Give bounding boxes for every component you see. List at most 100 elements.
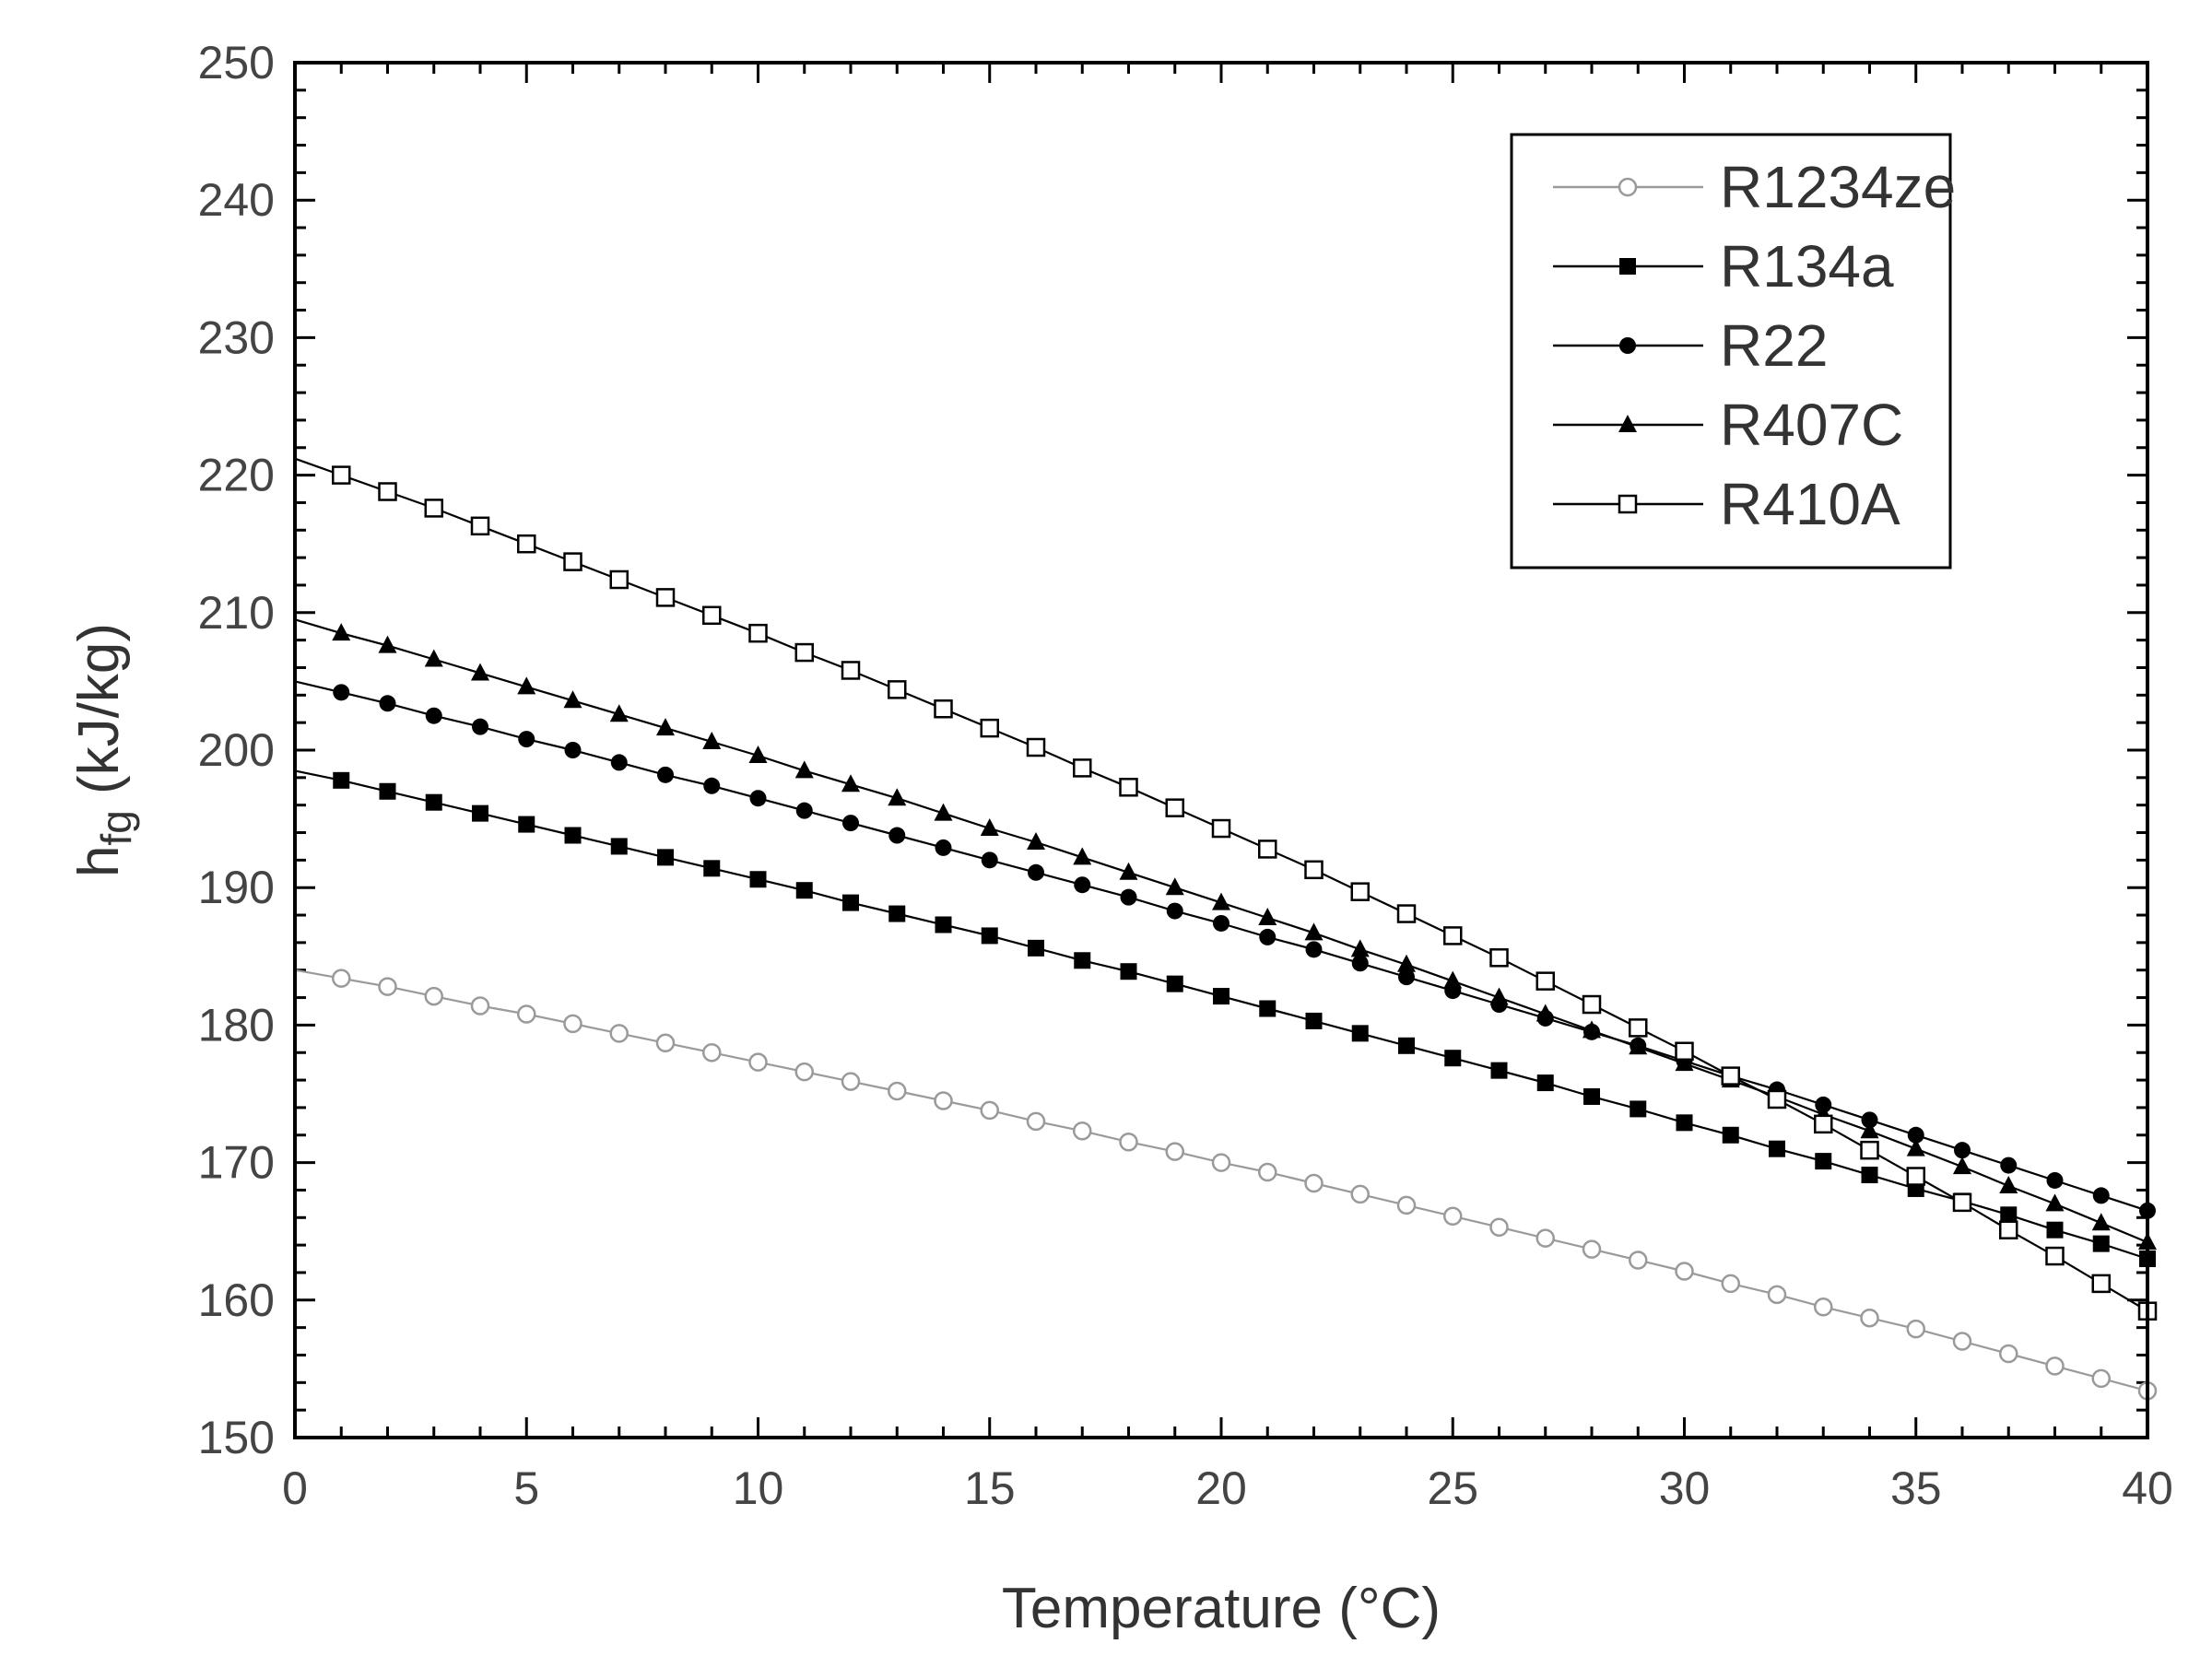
data-point-r410a (888, 680, 907, 699)
data-point-r1234ze (1906, 1319, 1925, 1339)
data-point-r410a (1211, 818, 1231, 839)
data-point-r410a (1629, 1018, 1648, 1038)
data-point-r22 (379, 695, 396, 712)
data-point-r134a (1259, 1000, 1277, 1017)
legend-marker-r407c (1618, 415, 1637, 432)
data-point-r1234ze (1396, 1195, 1417, 1215)
data-point-r407c (1397, 954, 1416, 972)
legend-entry-r407c: R407C (1553, 392, 1903, 458)
y-tick-label: 220 (198, 450, 275, 501)
data-point-r410a (1443, 926, 1463, 945)
data-point-r22 (1120, 888, 1137, 906)
data-point-r22 (1028, 863, 1044, 881)
y-axis-label: hfg (kJ/kg) (67, 623, 140, 877)
data-point-r22 (1954, 1142, 1971, 1159)
data-point-r410a (470, 516, 490, 536)
data-point-r410a (934, 699, 953, 719)
data-point-r407c (748, 745, 768, 763)
data-point-r22 (610, 754, 628, 771)
data-point-r22 (1213, 914, 1230, 932)
data-point-r1234ze (517, 1004, 536, 1024)
data-point-r1234ze (980, 1100, 999, 1121)
data-point-r407c (1212, 892, 1230, 910)
data-point-r1234ze (2045, 1356, 2065, 1376)
data-point-r134a (1769, 1140, 1785, 1157)
data-point-r407c (1906, 1138, 1925, 1157)
data-point-r134a (379, 782, 396, 800)
data-point-r1234ze (470, 996, 490, 1016)
y-tick-label: 150 (198, 1412, 275, 1463)
legend-marker-r22 (1619, 337, 1636, 354)
y-tick-label: 190 (198, 862, 275, 913)
data-point-r22 (333, 684, 350, 701)
y-axis: 150 160 170 180 190 200 210 220 230 240 250 (198, 37, 2147, 1463)
data-point-r134a (2000, 1206, 2018, 1224)
data-point-r410a (1119, 778, 1138, 797)
data-point-r410a (424, 499, 443, 518)
x-tick-label: 5 (513, 1462, 539, 1514)
data-point-r407c (702, 732, 722, 750)
data-point-r1234ze (609, 1024, 629, 1043)
data-point-r407c (1953, 1157, 1971, 1175)
data-point-r410a (1350, 882, 1370, 901)
data-point-r134a (610, 838, 628, 855)
data-point-r1234ze (1443, 1206, 1463, 1227)
data-point-r410a (980, 718, 999, 738)
data-point-r22 (425, 707, 442, 724)
legend: R1234ze R134a R22 R407C R410A (1510, 133, 1956, 569)
data-point-r410a (1073, 758, 1092, 778)
x-tick-label: 40 (2122, 1462, 2173, 1514)
data-point-r22 (703, 777, 721, 794)
data-point-r407c (934, 803, 953, 821)
y-axis-label-units: (kJ/kg) (67, 623, 131, 810)
data-point-r1234ze (1952, 1332, 1972, 1351)
x-tick-label: 30 (1659, 1462, 1711, 1514)
data-point-r407c (2091, 1213, 2111, 1231)
data-point-r410a (1535, 971, 1555, 991)
data-point-r22 (472, 718, 488, 735)
data-point-r410a (1906, 1167, 1925, 1186)
data-point-r1234ze (1073, 1121, 1092, 1141)
data-point-r134a (1028, 939, 1044, 957)
data-point-r1234ze (1165, 1142, 1184, 1161)
data-point-r410a (609, 569, 629, 590)
data-point-r22 (564, 742, 582, 758)
data-point-r22 (518, 731, 535, 748)
data-point-r22 (888, 827, 906, 844)
data-point-r134a (749, 871, 767, 888)
data-point-r407c (1999, 1175, 2018, 1193)
data-point-r134a (1444, 1050, 1462, 1067)
data-point-r1234ze (424, 986, 443, 1006)
data-point-r134a (2046, 1221, 2064, 1239)
data-point-r407c (1027, 831, 1045, 850)
data-point-r22 (842, 815, 859, 832)
data-point-r134a (1722, 1126, 1739, 1144)
data-point-r134a (703, 860, 721, 877)
data-point-r407c (1629, 1037, 1648, 1055)
data-point-r134a (842, 894, 859, 911)
data-point-r1234ze (1258, 1162, 1277, 1182)
data-point-r410a (1814, 1114, 1833, 1134)
data-point-r407c (1535, 1004, 1555, 1022)
data-point-r22 (795, 802, 813, 819)
data-point-r134a (518, 816, 535, 833)
y-tick-label: 230 (198, 311, 275, 363)
data-point-r410a (702, 605, 722, 626)
data-point-r1234ze (1489, 1217, 1509, 1237)
data-point-r134a (1351, 1025, 1369, 1042)
data-point-r134a (1861, 1167, 1878, 1184)
data-point-r134a (1213, 988, 1230, 1005)
data-point-r410a (1489, 948, 1509, 968)
data-point-r1234ze (378, 977, 397, 996)
data-point-r22 (2046, 1171, 2064, 1189)
data-point-r1234ze (702, 1042, 722, 1063)
data-point-r1234ze (748, 1052, 768, 1072)
data-point-r1234ze (888, 1081, 907, 1101)
legend-marker-r1234ze (1618, 177, 1638, 197)
data-point-r134a (1398, 1037, 1415, 1054)
data-point-r22 (1398, 969, 1415, 986)
data-point-r410a (1721, 1066, 1740, 1086)
data-point-r22 (981, 851, 998, 869)
data-point-r1234ze (841, 1072, 861, 1091)
